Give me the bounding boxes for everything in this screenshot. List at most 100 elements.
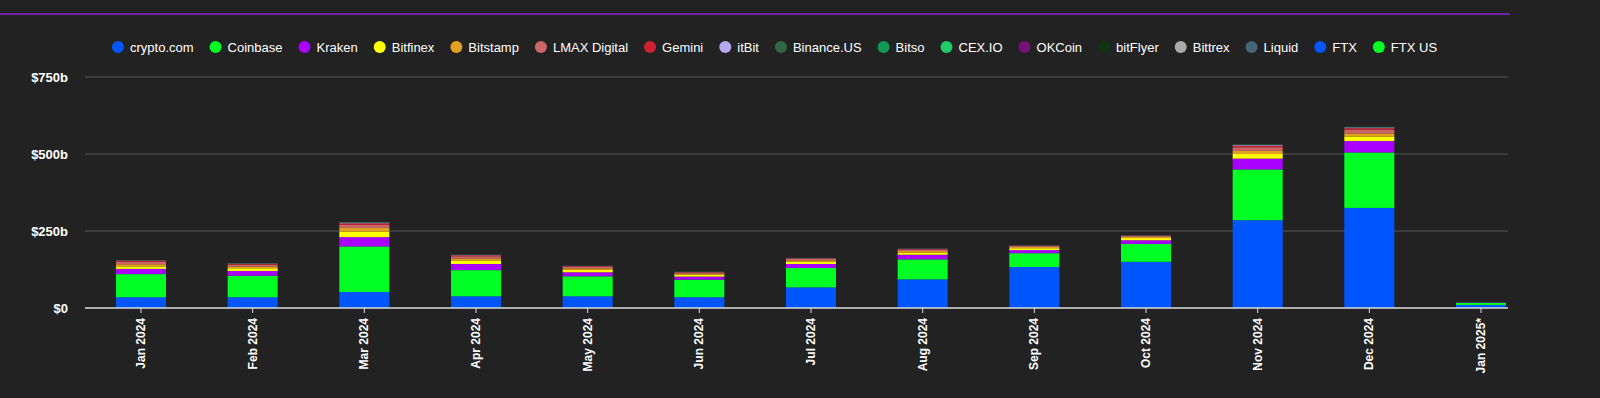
bar-segment: [674, 271, 724, 272]
bar-segment: [1233, 169, 1283, 220]
bar-segment: [1233, 144, 1283, 145]
legend-label: FTX US: [1391, 40, 1438, 55]
bar-segment: [786, 260, 836, 262]
x-tick-label: Aug 2024: [916, 318, 930, 372]
bar-segment: [898, 248, 948, 249]
legend-swatch: [299, 41, 311, 53]
bar-segment: [674, 271, 724, 272]
legend-swatch: [450, 41, 462, 53]
bar-segment: [1009, 245, 1059, 246]
x-tick: [587, 308, 588, 313]
bar-segment: [228, 263, 278, 264]
bar-segment: [1456, 302, 1506, 303]
bar-segment: [786, 257, 836, 258]
bar-segment: [1456, 302, 1506, 303]
bar-segment: [786, 257, 836, 258]
bar-segment: [1456, 302, 1506, 303]
bar-segment: [563, 272, 613, 276]
legend-label: Bitstamp: [468, 40, 519, 55]
bar-segment: [898, 279, 948, 308]
bar-segment: [116, 264, 166, 266]
x-tick-label: Jan 2025*: [1474, 318, 1488, 374]
bar-segment: [116, 269, 166, 274]
bar-segment: [116, 260, 166, 261]
x-axis-line: [85, 307, 1508, 309]
bar-segment: [339, 222, 389, 223]
bar-segment: [1456, 302, 1506, 303]
bar-segment: [674, 271, 724, 272]
bar-segment: [1121, 244, 1171, 262]
bar-segment: [898, 251, 948, 253]
x-tick: [1481, 308, 1482, 313]
x-axis: Jan 2024Feb 2024Mar 2024Apr 2024May 2024…: [134, 308, 1488, 373]
bar-segment: [1009, 245, 1059, 246]
bar-segment: [1233, 220, 1283, 308]
bar-segment: [116, 260, 166, 261]
x-tick: [141, 308, 142, 313]
chart: $0$250b$500b$750bJan 2024Feb 2024Mar 202…: [0, 0, 1600, 398]
bar-segment: [1009, 245, 1059, 246]
bar-segment: [1233, 151, 1283, 154]
bar-segment: [1009, 245, 1059, 246]
bar-segment: [116, 266, 166, 268]
bar-segment: [339, 222, 389, 224]
bar-segment: [228, 276, 278, 298]
bar-segment: [451, 254, 501, 255]
bar-segment: [116, 260, 166, 261]
bar-segment: [786, 257, 836, 258]
bar-segment: [1121, 235, 1171, 236]
bar-segment: [1344, 126, 1394, 127]
bar-segment: [228, 263, 278, 264]
bar-segment: [1121, 235, 1171, 237]
bar-segment: [1121, 235, 1171, 236]
bar-segment: [563, 265, 613, 266]
bar-segment: [228, 263, 278, 265]
legend-swatch: [1175, 41, 1187, 53]
bar-segment: [1121, 235, 1171, 236]
bar-segment: [563, 296, 613, 308]
x-tick: [922, 308, 923, 313]
bar-segment: [674, 272, 724, 274]
bar-segment: [1344, 126, 1394, 127]
bar-segment: [898, 248, 948, 249]
legend: crypto.comCoinbaseKrakenBitfinexBitstamp…: [112, 40, 1437, 55]
x-tick: [1034, 308, 1035, 313]
bars: [116, 127, 1506, 308]
grid-line: [85, 77, 1508, 78]
bar-segment: [451, 270, 501, 296]
bar-segment: [1456, 302, 1506, 303]
bar-segment: [1121, 262, 1171, 308]
bar-segment: [786, 257, 836, 258]
bar-segment: [1233, 147, 1283, 151]
bar-segment: [339, 232, 389, 238]
legend-label: crypto.com: [130, 40, 194, 55]
bar-segment: [1009, 245, 1059, 246]
bar-segment: [1009, 253, 1059, 267]
bar-segment: [1121, 235, 1171, 236]
legend-swatch: [1019, 41, 1031, 53]
x-tick-label: Feb 2024: [246, 318, 260, 370]
legend-swatch: [775, 41, 787, 53]
bar-segment: [898, 248, 948, 249]
bar-segment: [451, 254, 501, 255]
bar-segment: [786, 257, 836, 258]
bar-segment: [563, 266, 613, 268]
bar-segment: [339, 221, 389, 222]
bar-segment: [898, 248, 948, 249]
bar-segment: [674, 274, 724, 275]
legend-label: Binance.US: [793, 40, 862, 55]
legend-swatch: [210, 41, 222, 53]
bar-segment: [898, 249, 948, 250]
bar-segment: [1009, 245, 1059, 246]
bar-segment: [898, 248, 948, 249]
bar-segment: [1456, 303, 1506, 305]
bar-segment: [898, 248, 948, 249]
bar-segment: [339, 222, 389, 223]
bar-segment: [674, 277, 724, 280]
y-tick-label: $750b: [31, 70, 68, 85]
legend-swatch: [719, 41, 731, 53]
bar-segment: [563, 265, 613, 266]
top-rule: [0, 13, 1510, 15]
legend-swatch: [1314, 41, 1326, 53]
bar-segment: [563, 265, 613, 266]
